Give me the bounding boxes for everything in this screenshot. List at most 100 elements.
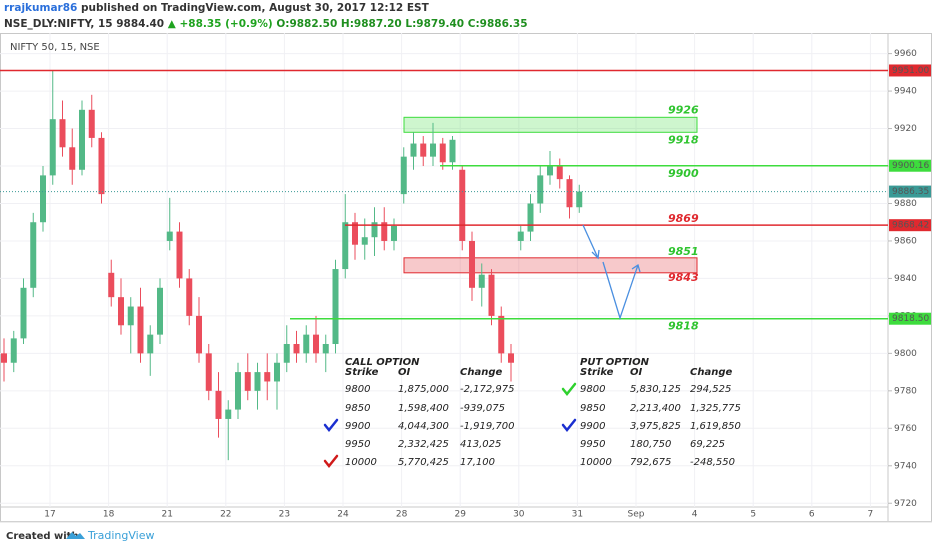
annotation: 9918 xyxy=(668,133,699,146)
x-tick-label: 18 xyxy=(103,510,115,520)
level-price-box xyxy=(889,312,931,325)
candle-body xyxy=(420,143,427,157)
candle-body xyxy=(537,175,544,204)
check xyxy=(561,418,577,433)
table-cell: 10000 xyxy=(345,457,377,468)
table-cell: 69,225 xyxy=(690,439,725,450)
arrow xyxy=(582,224,599,259)
level-price-label: 9900.16 xyxy=(892,161,929,171)
candle-body xyxy=(157,287,163,335)
x-tick-label: 31 xyxy=(572,510,583,520)
level-price-box xyxy=(889,159,931,172)
candle-body xyxy=(205,353,212,391)
candle-body xyxy=(400,156,407,195)
table-cell: 9850 xyxy=(345,403,370,414)
table-header: Strike xyxy=(345,367,379,378)
arrowhead xyxy=(631,263,641,273)
y-tick-label: 9960 xyxy=(894,49,917,59)
candle-body xyxy=(449,139,456,163)
change: +88.35 (+0.9%) xyxy=(179,18,272,30)
published: published on TradingView.com, August 30,… xyxy=(81,2,430,14)
candle-body xyxy=(186,278,193,316)
candle-body xyxy=(556,166,563,180)
level-price-box xyxy=(889,64,931,77)
annotation: 9843 xyxy=(668,271,699,284)
x-tick-label: 21 xyxy=(161,510,172,520)
y-tick-label: 9800 xyxy=(894,349,917,359)
candle-body xyxy=(30,222,37,288)
y-tick-label: 9720 xyxy=(894,499,917,509)
table-cell: 9900 xyxy=(580,421,605,432)
table-cell: 1,325,775 xyxy=(690,403,741,414)
candle-body xyxy=(108,272,115,298)
annotation: 9818 xyxy=(668,320,699,333)
last-price-box xyxy=(889,185,931,198)
candle-body xyxy=(254,372,261,391)
candle-body xyxy=(235,372,241,410)
zone xyxy=(403,116,698,133)
candle-body xyxy=(215,390,222,419)
table-header: Change xyxy=(460,367,502,378)
tv-logo xyxy=(66,532,85,539)
header-line-2: NSE_DLY:NIFTY, 15 9884.40 ▲ +88.35 (+0.9… xyxy=(4,18,528,30)
candle-body xyxy=(303,334,310,354)
table-cell: 9900 xyxy=(345,421,370,432)
table-cell: -939,075 xyxy=(460,403,505,414)
low: L:9879.40 xyxy=(405,18,464,30)
y-tick-label: 9840 xyxy=(894,274,917,284)
candle-body xyxy=(430,143,436,157)
table-cell: 5,830,125 xyxy=(630,384,681,395)
x-tick-label: 30 xyxy=(513,510,525,520)
chart-title: NIFTY 50, 15, NSE xyxy=(10,42,100,53)
candle-body xyxy=(98,137,105,195)
symbol: NSE_DLY:NIFTY, 15 xyxy=(4,18,113,30)
candle-body xyxy=(1,353,7,363)
candle-body xyxy=(59,119,66,148)
table-cell: 294,525 xyxy=(690,384,731,395)
candle-body xyxy=(410,143,417,157)
annotation: 9869 xyxy=(668,212,699,225)
table-cell: 1,598,400 xyxy=(398,403,449,414)
y-tick-label: 9740 xyxy=(894,461,917,471)
x-tick-label: 7 xyxy=(868,510,874,520)
candle-body xyxy=(10,338,17,363)
y-tick-label: 9860 xyxy=(894,236,917,246)
level-price-label: 9868.42 xyxy=(892,221,929,231)
footer-brand[interactable]: TradingView xyxy=(87,529,154,542)
candle-body xyxy=(352,222,358,245)
plot: 9951.00 9900.16 9868.42 9818.50 9886.35 9926 9… xyxy=(0,64,931,461)
check xyxy=(323,418,339,433)
candle-body xyxy=(498,315,505,354)
candle-body xyxy=(527,203,534,232)
last: 9884.40 xyxy=(116,18,164,30)
arrowhead xyxy=(591,249,600,260)
candle-body xyxy=(313,334,319,354)
table-cell: 17,100 xyxy=(460,457,495,468)
candle-body xyxy=(196,315,202,354)
candle-body xyxy=(361,237,368,245)
last-price-label: 9886.35 xyxy=(892,187,929,197)
candle-body xyxy=(391,225,397,241)
candle-body xyxy=(478,274,485,288)
x-tick-label: 24 xyxy=(337,510,349,520)
candle-body xyxy=(342,222,349,270)
candle-body xyxy=(508,353,514,363)
annotation: 9926 xyxy=(668,103,699,116)
table-cell: 9800 xyxy=(345,384,370,395)
x-tick-label: 5 xyxy=(750,510,756,520)
candle-body xyxy=(49,119,56,176)
y-tick-label: 9940 xyxy=(894,87,917,97)
candle-body xyxy=(137,306,144,354)
table-cell: 2,213,400 xyxy=(630,403,681,414)
candle-body xyxy=(381,222,388,241)
candle-body xyxy=(566,179,573,208)
checkmarks xyxy=(323,382,577,469)
y-tick-label: 9880 xyxy=(894,199,917,209)
author[interactable]: rrajkumar86 xyxy=(4,2,77,14)
high: H:9887.20 xyxy=(341,18,402,30)
arrows xyxy=(582,224,641,321)
arrow xyxy=(602,261,639,321)
candle-body xyxy=(147,334,154,354)
grid: 17 18 21 22 23 24 28 29 30 31 Sep 4 5 6 7 9720 9740 9760 9… xyxy=(0,33,917,520)
